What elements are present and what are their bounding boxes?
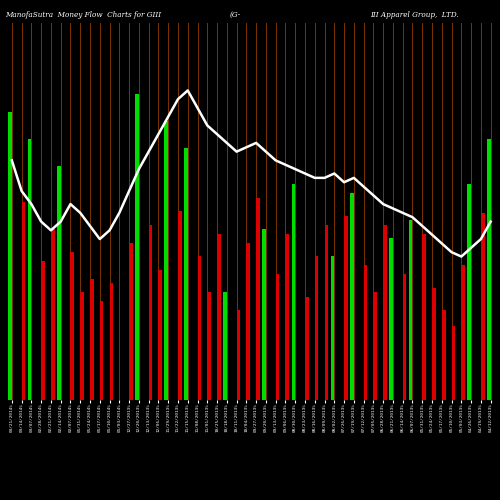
Bar — [462, 265, 465, 400]
Bar — [164, 122, 168, 400]
Bar — [28, 140, 32, 400]
Bar — [374, 292, 377, 400]
Bar — [409, 220, 412, 400]
Bar — [148, 224, 152, 400]
Bar — [305, 296, 308, 400]
Bar — [208, 292, 211, 400]
Bar — [198, 256, 201, 400]
Bar — [383, 224, 387, 400]
Bar — [178, 211, 182, 400]
Bar — [110, 283, 114, 400]
Bar — [344, 216, 348, 400]
Bar — [389, 238, 393, 400]
Bar — [70, 252, 74, 400]
Bar — [262, 229, 266, 400]
Bar — [481, 213, 484, 400]
Bar — [100, 301, 103, 400]
Bar — [402, 274, 406, 400]
Text: III Apparel Group,  LTD.: III Apparel Group, LTD. — [370, 11, 459, 19]
Bar — [452, 326, 456, 400]
Bar — [324, 224, 328, 400]
Text: (G-: (G- — [230, 11, 241, 19]
Bar — [57, 166, 60, 400]
Bar — [129, 242, 133, 400]
Bar — [184, 148, 188, 400]
Bar — [468, 184, 471, 400]
Bar — [223, 292, 227, 400]
Bar — [286, 234, 289, 400]
Bar — [135, 94, 139, 400]
Bar — [330, 256, 334, 400]
Bar — [236, 310, 240, 400]
Bar — [217, 234, 221, 400]
Bar — [158, 270, 162, 400]
Bar — [8, 112, 12, 400]
Bar — [432, 288, 436, 400]
Bar — [51, 229, 54, 400]
Bar — [90, 278, 94, 400]
Bar — [246, 242, 250, 400]
Bar — [276, 274, 280, 400]
Bar — [292, 184, 295, 400]
Bar — [315, 256, 318, 400]
Bar — [487, 140, 490, 400]
Bar — [364, 265, 368, 400]
Bar — [256, 198, 260, 400]
Bar — [350, 194, 354, 400]
Bar — [22, 202, 26, 400]
Bar — [41, 260, 45, 400]
Bar — [442, 310, 446, 400]
Bar — [422, 234, 426, 400]
Text: ManofaSutra  Money Flow  Charts for GIII: ManofaSutra Money Flow Charts for GIII — [5, 11, 161, 19]
Bar — [80, 292, 84, 400]
